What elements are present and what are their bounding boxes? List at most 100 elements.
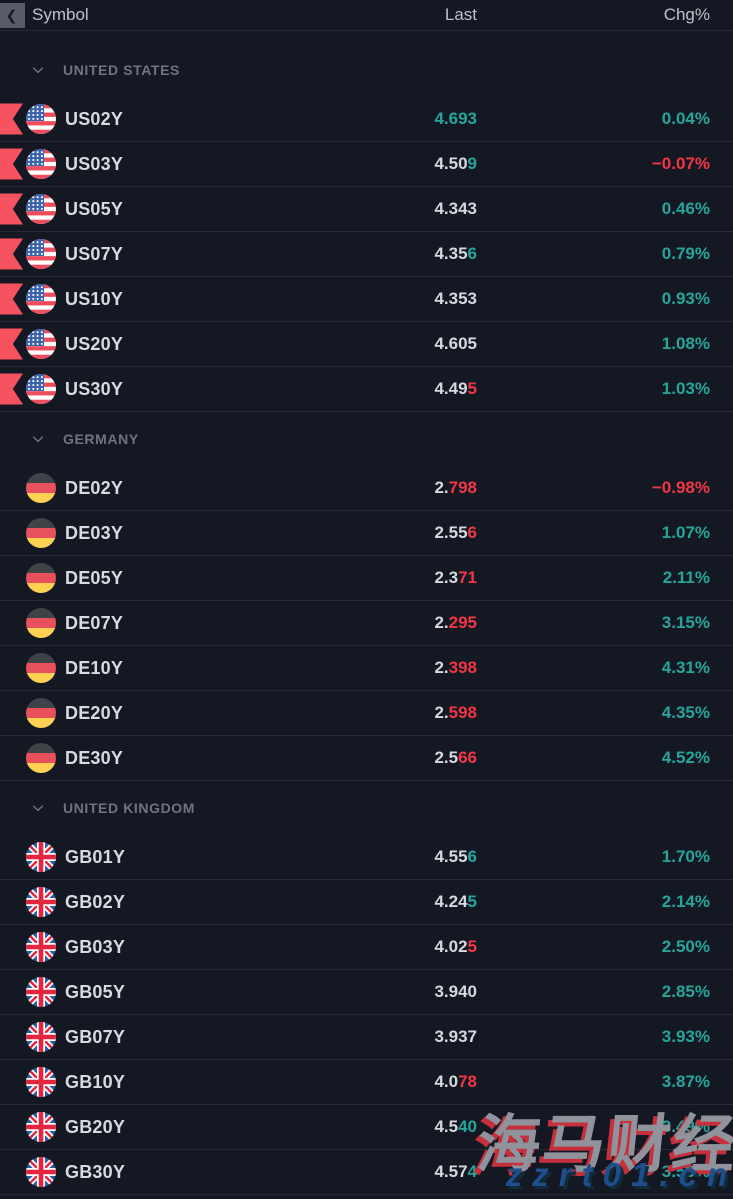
chg-percent-value: 0.93% [661, 289, 710, 308]
last-value: 2.398 [434, 658, 477, 677]
watchlist-row-gb30y[interactable]: GB30Y 4.574 3.53% [0, 1150, 733, 1195]
chevron-down-icon[interactable] [30, 431, 46, 447]
chg-percent-value: 4.52% [661, 748, 710, 767]
watchlist-row-us07y[interactable]: US07Y 4.356 0.79% [0, 232, 733, 277]
flag-de-icon [26, 563, 56, 593]
symbol-label: US03Y [65, 153, 124, 174]
watchlist-body: UNITED STATES US02Y 4.693 0.04% US03Y 4.… [0, 31, 733, 1195]
flag-de-icon [26, 518, 56, 548]
last-value: 2.556 [434, 523, 477, 542]
chg-percent-value: 2.85% [661, 982, 710, 1001]
symbol-label: US02Y [65, 108, 124, 129]
symbol-label: GB30Y [65, 1161, 126, 1182]
column-header-symbol[interactable]: Symbol [32, 5, 89, 24]
symbol-label: US10Y [65, 288, 124, 309]
watchlist-row-gb01y[interactable]: GB01Y 4.556 1.70% [0, 835, 733, 880]
flag-marker-ribbon-icon [0, 238, 23, 270]
chg-percent-value: 3.53% [661, 1162, 710, 1181]
flag-us-icon [26, 374, 56, 404]
symbol-label: DE07Y [65, 612, 124, 633]
column-header-last[interactable]: Last [444, 5, 477, 24]
watchlist-row-gb20y[interactable]: GB20Y 4.540 3.49% [0, 1105, 733, 1150]
flag-us-icon [26, 194, 56, 224]
watchlist-row-de10y[interactable]: DE10Y 2.398 4.31% [0, 646, 733, 691]
chg-percent-value: 4.35% [661, 703, 710, 722]
last-value: 4.495 [434, 379, 477, 398]
watchlist-row-de30y[interactable]: DE30Y 2.566 4.52% [0, 736, 733, 781]
chg-percent-value: 1.07% [661, 523, 710, 542]
last-value: 4.509 [434, 154, 477, 173]
last-value: 3.937 [434, 1027, 477, 1046]
flag-de-icon [26, 653, 56, 683]
watchlist-row-gb07y[interactable]: GB07Y 3.937 3.93% [0, 1015, 733, 1060]
chg-percent-value: 0.04% [661, 109, 710, 128]
column-header-chg[interactable]: Chg% [663, 5, 710, 24]
flag-marker-ribbon-icon [0, 193, 23, 225]
watchlist-row-de20y[interactable]: DE20Y 2.598 4.35% [0, 691, 733, 736]
symbol-label: DE03Y [65, 522, 124, 543]
flag-us-icon [26, 149, 56, 179]
symbol-label: GB10Y [65, 1071, 126, 1092]
watchlist-row-us10y[interactable]: US10Y 4.353 0.93% [0, 277, 733, 322]
chg-percent-value: 2.14% [661, 892, 710, 911]
flag-gb-icon [26, 1022, 56, 1052]
watchlist-row-us30y[interactable]: US30Y 4.495 1.03% [0, 367, 733, 412]
flag-marker-ribbon-icon [0, 373, 23, 405]
watchlist-row-gb05y[interactable]: GB05Y 3.940 2.85% [0, 970, 733, 1015]
chg-percent-value: −0.98% [651, 478, 710, 497]
flag-marker-ribbon-icon [0, 148, 23, 180]
last-value: 4.353 [434, 289, 477, 308]
last-value: 4.556 [434, 847, 477, 866]
flag-de-icon [26, 698, 56, 728]
watchlist-row-de02y[interactable]: DE02Y 2.798 −0.98% [0, 466, 733, 511]
symbol-label: US05Y [65, 198, 124, 219]
last-value: 2.371 [434, 568, 477, 587]
last-value: 2.566 [434, 748, 477, 767]
flag-gb-icon [26, 977, 56, 1007]
symbol-label: US30Y [65, 378, 124, 399]
flag-gb-icon [26, 932, 56, 962]
collapse-panel-icon[interactable]: ❮ [0, 2, 25, 28]
last-value: 2.598 [434, 703, 477, 722]
symbol-label: GB03Y [65, 936, 126, 957]
chevron-down-icon[interactable] [30, 62, 46, 78]
flag-marker-ribbon-icon [0, 283, 23, 315]
watchlist-row-us02y[interactable]: US02Y 4.693 0.04% [0, 97, 733, 142]
last-value: 4.343 [434, 199, 477, 218]
watchlist-row-us05y[interactable]: US05Y 4.343 0.46% [0, 187, 733, 232]
watchlist-row-us20y[interactable]: US20Y 4.605 1.08% [0, 322, 733, 367]
group-header-germany[interactable]: GERMANY [0, 412, 733, 466]
chg-percent-value: 1.70% [661, 847, 710, 866]
last-value: 4.356 [434, 244, 477, 263]
symbol-label: GB05Y [65, 981, 126, 1002]
symbol-label: DE02Y [65, 477, 124, 498]
watchlist-row-de05y[interactable]: DE05Y 2.371 2.11% [0, 556, 733, 601]
chg-percent-value: 1.03% [661, 379, 710, 398]
watchlist-row-de07y[interactable]: DE07Y 2.295 3.15% [0, 601, 733, 646]
symbol-label: DE30Y [65, 747, 124, 768]
flag-marker-ribbon-icon [0, 328, 23, 360]
chg-percent-value: −0.07% [651, 154, 710, 173]
group-label: GERMANY [63, 431, 139, 447]
chg-percent-value: 2.50% [661, 937, 710, 956]
last-value: 2.295 [434, 613, 477, 632]
watchlist-row-de03y[interactable]: DE03Y 2.556 1.07% [0, 511, 733, 556]
last-value: 4.605 [434, 334, 477, 353]
last-value: 4.540 [434, 1117, 477, 1136]
flag-gb-icon [26, 1067, 56, 1097]
chg-percent-value: 3.93% [661, 1027, 710, 1046]
watchlist-row-gb03y[interactable]: GB03Y 4.025 2.50% [0, 925, 733, 970]
chg-percent-value: 3.87% [661, 1072, 710, 1091]
group-header-united-kingdom[interactable]: UNITED KINGDOM [0, 781, 733, 835]
last-value: 4.078 [434, 1072, 477, 1091]
symbol-label: DE05Y [65, 567, 124, 588]
chg-percent-value: 1.08% [661, 334, 710, 353]
watchlist-row-gb10y[interactable]: GB10Y 4.078 3.87% [0, 1060, 733, 1105]
watchlist-row-us03y[interactable]: US03Y 4.509 −0.07% [0, 142, 733, 187]
chg-percent-value: 3.49% [661, 1117, 710, 1136]
flag-us-icon [26, 104, 56, 134]
chg-percent-value: 4.31% [661, 658, 710, 677]
watchlist-row-gb02y[interactable]: GB02Y 4.245 2.14% [0, 880, 733, 925]
chevron-down-icon[interactable] [30, 800, 46, 816]
group-header-united-states[interactable]: UNITED STATES [0, 31, 733, 97]
